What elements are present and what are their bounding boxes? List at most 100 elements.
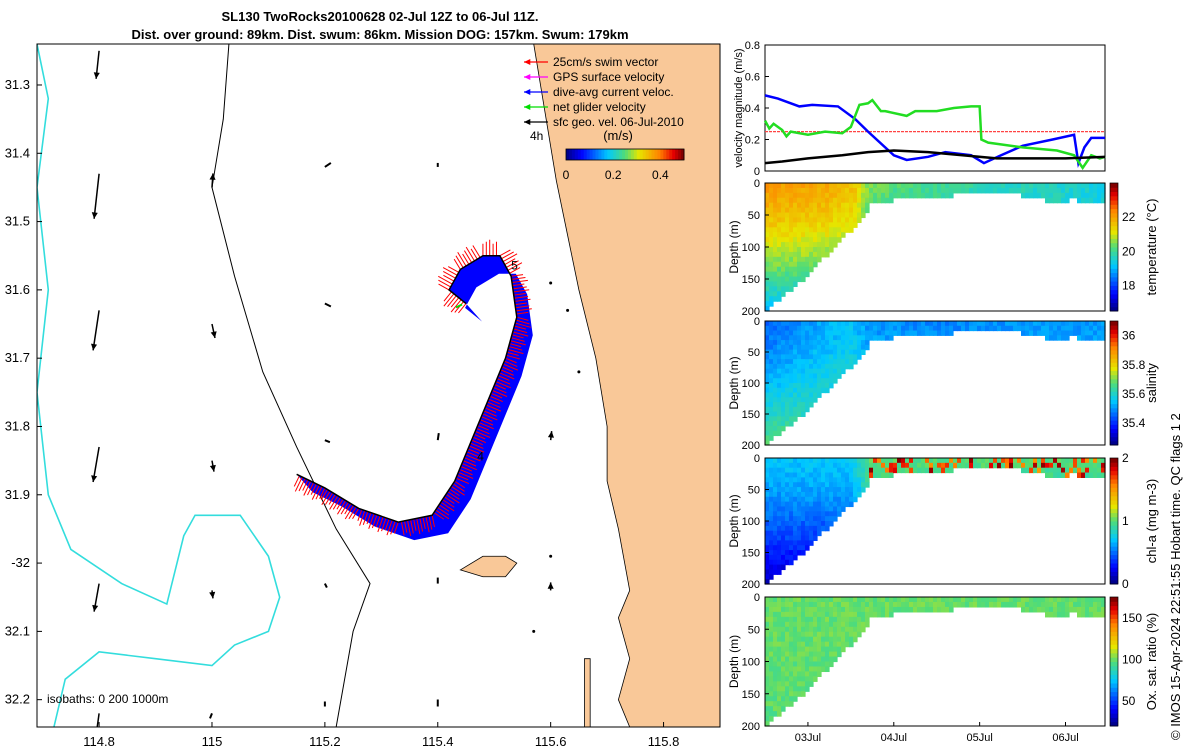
temperature-cell: [769, 183, 774, 189]
salinity-cell: [925, 330, 930, 336]
chl-a-cell: [765, 501, 770, 508]
temperature-cell: [801, 192, 806, 199]
salinity-cell: [789, 416, 794, 422]
oxygen-cell: [769, 681, 774, 687]
temperature-cell: [1089, 183, 1094, 189]
temperature-cell: [1101, 197, 1106, 204]
oxygen-cell: [1061, 606, 1066, 613]
oxygen-cell: [825, 616, 830, 623]
chl-a-cell: [893, 458, 898, 464]
temperature-cell: [857, 212, 862, 219]
salinity-cell: [1033, 330, 1038, 336]
salinity-cell: [797, 344, 802, 351]
colorbar-cell-34: [666, 149, 670, 160]
chl-a-cell: [769, 564, 774, 571]
swim-vector-14-0: [319, 487, 326, 499]
rottnest-island: [459, 555, 518, 578]
oxygen-cell: [913, 597, 918, 603]
temperature-cell: [837, 207, 842, 214]
salinity-cell: [765, 354, 770, 360]
chl-a-cell: [765, 496, 770, 503]
swim-vector-0-4: [447, 295, 457, 307]
oxygen-cell: [885, 597, 890, 603]
chl-a-cell: [869, 458, 874, 464]
salinity-cell: [805, 368, 810, 375]
salinity-cell: [801, 335, 806, 341]
chl-a-cell: [1081, 462, 1086, 469]
chl-a-depth-tick-0: 0: [754, 453, 760, 465]
chl-a-cell: [809, 482, 814, 488]
salinity-cell: [785, 349, 790, 355]
temperature-cell: [849, 202, 854, 209]
temperature-cell: [825, 227, 830, 233]
salinity-cell: [817, 392, 822, 398]
oxygen-cell: [1061, 611, 1066, 618]
chl-a-cell: [833, 462, 838, 469]
chl-a-cell: [1013, 462, 1018, 469]
temperature-cell: [1097, 192, 1102, 199]
salinity-cell: [817, 321, 822, 327]
oxygen-cell: [937, 597, 942, 603]
oxygen-cell: [837, 601, 842, 608]
salinity-cell: [805, 354, 810, 360]
temperature-cell: [809, 222, 814, 228]
chl-a-cell: [853, 467, 858, 474]
temperature-cell: [861, 197, 866, 204]
salinity-cell: [797, 397, 802, 403]
temperature-cell: [801, 242, 806, 248]
oxygen-cell: [769, 711, 774, 717]
salinity-cell: [1049, 335, 1054, 341]
islet-2: [577, 370, 581, 374]
temperature-cell: [789, 202, 794, 209]
oxygen-cell: [865, 597, 870, 603]
salinity-cell: [845, 335, 850, 341]
temperature-cell: [1093, 183, 1098, 189]
salinity-cell: [793, 344, 798, 351]
chl-a-cell: [769, 516, 774, 522]
oxygen-cell: [861, 626, 866, 633]
chl-a-cell: [1089, 462, 1094, 469]
temperature-cell: [781, 271, 786, 278]
salinity-cell: [789, 406, 794, 413]
oxygen-cell: [797, 606, 802, 613]
oxygen-cell: [777, 696, 782, 702]
chl-a-cell: [989, 458, 994, 464]
oxygen-cell: [777, 597, 782, 603]
salinity-cell: [937, 325, 942, 332]
chl-a-cell: [821, 525, 826, 532]
salinity-cell: [769, 411, 774, 417]
oxygen-cell: [793, 686, 798, 692]
salinity-cell: [793, 325, 798, 332]
salinity-cell: [849, 325, 854, 332]
temperature-cbar-tick-2: 22: [1122, 210, 1136, 224]
salinity-cell: [781, 344, 786, 351]
chl-a-cell: [921, 458, 926, 464]
oxygen-cell: [925, 606, 930, 613]
chl-a-cell: [1061, 467, 1066, 474]
temperature-cell: [805, 183, 810, 189]
geo-arrow-20-head: [547, 431, 554, 438]
salinity-cell: [845, 344, 850, 351]
swim-vector-13-1: [348, 506, 357, 520]
temperature-cell: [869, 192, 874, 199]
legend-arrow-1-head: [524, 73, 531, 81]
salinity-cell: [833, 344, 838, 351]
oxygen-cell: [857, 606, 862, 613]
oxygen-cell: [977, 601, 982, 608]
chl-a-cell: [789, 467, 794, 474]
swim-vector-6-2: [515, 322, 531, 328]
temperature-cell: [821, 247, 826, 253]
chl-a-cell: [865, 458, 870, 464]
salinity-cell: [793, 349, 798, 355]
oxygen-cell: [773, 656, 778, 663]
chl-a-cell: [989, 462, 994, 469]
salinity-cell: [769, 421, 774, 427]
salinity-cell: [849, 330, 854, 336]
salinity-cell: [769, 330, 774, 336]
salinity-cell: [857, 330, 862, 336]
chl-a-cell: [1005, 458, 1010, 464]
oxygen-cell: [777, 641, 782, 648]
chl-a-cell: [881, 458, 886, 464]
chl-a-cell: [817, 477, 822, 483]
swim-vector-11-3: [422, 517, 426, 529]
